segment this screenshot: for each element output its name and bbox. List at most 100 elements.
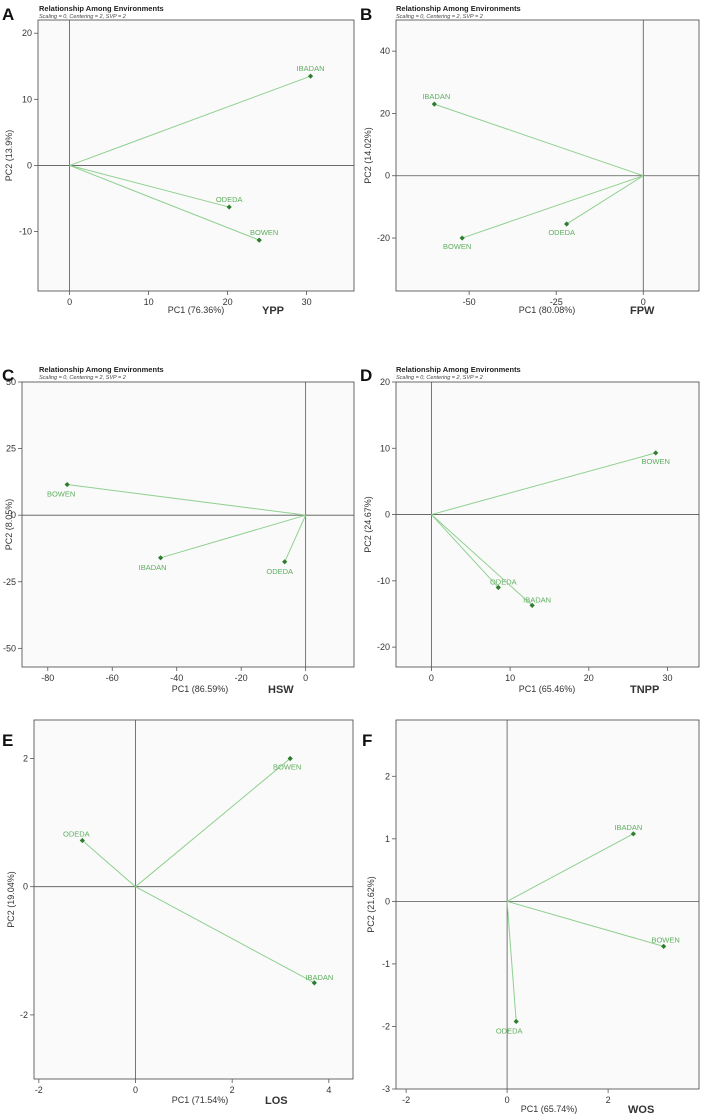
point-label-bowen: BOWEN xyxy=(443,242,471,251)
plot-frame xyxy=(395,381,700,668)
x-tick-label: 2 xyxy=(230,1085,235,1095)
plot-frame xyxy=(395,719,700,1090)
x-tick-label: 0 xyxy=(303,673,308,683)
y-tick-label: 25 xyxy=(6,444,16,454)
y-tick-label: 0 xyxy=(11,510,16,520)
point-marker-bowen xyxy=(287,755,293,762)
vector-line-ibadan xyxy=(506,833,634,902)
point-label-odeda: ODEDA xyxy=(266,567,293,576)
y-tick-label: 1 xyxy=(385,834,390,844)
y-tick-label: 0 xyxy=(385,171,390,181)
point-label-ibadan: IBADAN xyxy=(139,563,167,572)
point-marker-odeda xyxy=(495,584,501,591)
panel-c: C Relationship Among EnvironmentsScaling … xyxy=(2,365,355,696)
y-tick-label: 0 xyxy=(23,882,28,892)
plot-frame xyxy=(21,381,355,668)
panel-letter: C xyxy=(2,366,14,385)
point-marker-ibadan xyxy=(158,555,164,561)
vector-line-odeda xyxy=(506,901,517,1022)
point-marker-ibadan xyxy=(630,831,636,837)
x-axis-label: PC1 (86.59%) xyxy=(172,684,229,694)
x-tick-label: 2 xyxy=(606,1095,611,1105)
x-tick-label: -40 xyxy=(170,673,183,683)
x-tick-label: 4 xyxy=(326,1085,331,1095)
x-tick-label: 10 xyxy=(144,297,154,307)
point-marker-odeda xyxy=(564,221,570,227)
vector-line-odeda xyxy=(566,175,644,225)
x-tick-label: 30 xyxy=(663,673,673,683)
point-label-odeda: ODEDA xyxy=(63,830,90,839)
y-tick-label: -1 xyxy=(382,959,390,969)
vector-line-ibadan xyxy=(160,514,306,559)
y-tick-label: 2 xyxy=(23,753,28,763)
point-label-ibadan: IBADAN xyxy=(297,64,325,73)
vector-line-bowen xyxy=(135,758,291,888)
x-tick-label: -50 xyxy=(463,297,476,307)
point-marker-ibadan xyxy=(311,980,317,986)
panel-letter: B xyxy=(360,5,372,24)
vector-line-ibadan xyxy=(431,514,533,606)
chart-subtitle: Scaling = 0, Centering = 2, SVP = 2 xyxy=(39,375,126,381)
vector-line-ibadan xyxy=(135,886,315,984)
plot-frame xyxy=(37,19,355,292)
x-tick-label: -2 xyxy=(402,1095,410,1105)
plot-frame xyxy=(33,719,354,1080)
x-axis-label: PC1 (76.36%) xyxy=(168,305,225,315)
point-label-bowen: BOWEN xyxy=(273,762,301,771)
y-tick-label: 40 xyxy=(380,46,390,56)
trait-label: WOS xyxy=(628,1104,654,1116)
vector-line-bowen xyxy=(69,164,260,241)
x-axis-label: PC1 (71.54%) xyxy=(172,1095,229,1105)
vector-line-ibadan xyxy=(69,75,311,166)
panel-e: ERelationship Among EnvironmentsScaling … xyxy=(2,719,354,1107)
chart-subtitle: Scaling = 0, Centering = 2, SVP = 2 xyxy=(396,14,483,20)
y-tick-label: -10 xyxy=(377,576,390,586)
point-marker-ibadan xyxy=(307,73,314,79)
y-tick-label: -20 xyxy=(377,642,390,652)
trait-label: LOS xyxy=(265,1095,288,1107)
y-axis-label: PC2 (13.9%) xyxy=(4,130,14,182)
point-label-odeda: ODEDA xyxy=(490,577,517,586)
vector-line-bowen xyxy=(462,175,644,239)
point-label-odeda: ODEDA xyxy=(496,1026,523,1035)
vector-line-odeda xyxy=(69,164,230,208)
trait-label: YPP xyxy=(262,305,284,317)
point-marker-odeda xyxy=(282,559,288,565)
vector-line-bowen xyxy=(67,484,306,516)
y-axis-label: PC2 (19.04%) xyxy=(6,871,16,928)
y-axis-label: PC2 (21.62%) xyxy=(366,876,376,933)
x-tick-label: 0 xyxy=(67,297,72,307)
panel-b: B Relationship Among EnvironmentsScaling … xyxy=(360,4,700,317)
point-label-odeda: ODEDA xyxy=(548,228,575,237)
y-tick-label: 20 xyxy=(380,108,390,118)
y-tick-label: -2 xyxy=(20,1010,28,1020)
y-tick-label: -10 xyxy=(19,227,32,237)
panel-letter: A xyxy=(2,5,14,24)
point-label-ibadan: IBADAN xyxy=(305,973,333,982)
x-tick-label: -80 xyxy=(41,673,54,683)
x-tick-label: -60 xyxy=(106,673,119,683)
y-axis-label: PC2 (24.67%) xyxy=(363,496,373,553)
x-tick-label: 0 xyxy=(133,1085,138,1095)
panel-letter: F xyxy=(362,731,372,750)
vector-line-bowen xyxy=(506,900,664,947)
chart-title: Relationship Among Environments xyxy=(396,4,521,13)
panel-f: FRelationship Among EnvironmentsScaling … xyxy=(362,719,700,1116)
panel-letter: E xyxy=(2,731,13,750)
x-tick-label: 20 xyxy=(584,673,594,683)
point-label-bowen: BOWEN xyxy=(651,935,679,944)
point-label-bowen: BOWEN xyxy=(250,228,278,237)
point-marker-odeda xyxy=(226,204,232,210)
x-tick-label: 0 xyxy=(505,1095,510,1105)
point-marker-ibadan xyxy=(529,602,535,608)
x-axis-label: PC1 (65.46%) xyxy=(519,684,576,694)
y-tick-label: -25 xyxy=(3,577,16,587)
y-tick-label: -50 xyxy=(3,643,16,653)
x-tick-label: -2 xyxy=(35,1085,43,1095)
y-tick-label: 10 xyxy=(380,443,390,453)
chart-subtitle: Scaling = 0, Centering = 2, SVP = 2 xyxy=(396,375,483,381)
x-tick-label: 10 xyxy=(505,673,515,683)
vector-line-odeda xyxy=(284,514,307,562)
point-marker-odeda xyxy=(513,1018,519,1025)
